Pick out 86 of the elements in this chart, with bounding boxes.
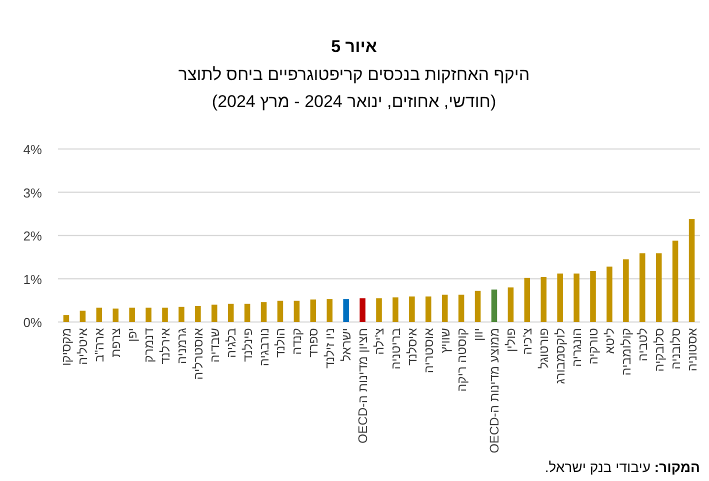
- x-tick-label: אסטוניה: [685, 328, 700, 372]
- x-tick-label: קוסטה ריקה: [454, 328, 469, 392]
- y-tick-label: 3%: [23, 185, 42, 200]
- bar: [426, 296, 432, 322]
- bar: [442, 294, 448, 322]
- bar: [508, 287, 514, 322]
- x-tick-label: הולנד: [274, 328, 288, 358]
- bar: [244, 304, 250, 322]
- x-tick-label: ניו זילנד: [323, 328, 338, 369]
- bar: [656, 253, 662, 322]
- bar: [212, 304, 218, 322]
- bar: [409, 296, 415, 322]
- bar: [162, 308, 168, 322]
- bar: [474, 290, 481, 322]
- text: המקור: עיבודי בנק ישראל.: [544, 459, 700, 475]
- y-tick-label: 1%: [23, 272, 42, 287]
- bar: [623, 259, 629, 322]
- chart-subtitle: היקף האחזקות בנכסים קריפטוגרפיים ביחס לתוצר (חודשי, אחוזים, ינואר 2024 - מרץ 2024): [178, 65, 530, 111]
- x-tick-label: דנמרק: [142, 328, 156, 362]
- bar: [80, 310, 86, 322]
- bar: [574, 274, 580, 322]
- bar: [146, 308, 152, 322]
- bar: [392, 297, 398, 322]
- bar: [606, 266, 612, 322]
- bar: [557, 274, 563, 322]
- x-tick-label: הונגריה: [570, 328, 584, 367]
- x-tick-label: פולין: [504, 328, 518, 352]
- chart-title: איור 5: [331, 37, 378, 56]
- x-tick-label: פורטוגל: [537, 328, 552, 369]
- bar: [360, 298, 366, 322]
- x-tick-label: צרפת: [109, 328, 124, 358]
- x-tick-label: סלובקיה: [652, 328, 666, 372]
- bar: [590, 270, 596, 322]
- x-tick-label: קולומביה: [619, 328, 634, 376]
- x-tick-label: ממוצע מדינות ה-OECD: [488, 328, 502, 454]
- bar: [63, 315, 70, 322]
- x-tick-label: אירלנד: [158, 328, 172, 364]
- bar: [178, 306, 184, 322]
- y-tick-label: 4%: [23, 142, 42, 157]
- x-tick-label: קנדה: [290, 328, 304, 355]
- x-tick-label: ליטא: [602, 328, 617, 354]
- bar: [672, 240, 678, 322]
- bar: [640, 253, 646, 322]
- x-tick-label: נורבגיה: [257, 328, 272, 366]
- y-tick-label: 2%: [23, 228, 42, 244]
- x-tick-label: פינלנד: [240, 328, 255, 362]
- bar: [326, 299, 332, 322]
- x-tick-label: מקסיקו: [60, 328, 74, 366]
- x-tick-label: ספרד: [306, 328, 321, 358]
- x-tick-label: יפן: [126, 328, 140, 342]
- x-tick-label: טורקיה: [586, 328, 600, 364]
- x-tick-label: ישראל: [340, 328, 354, 362]
- bar: [112, 308, 118, 322]
- bar: [343, 299, 349, 322]
- x-tick-label: איסלנד: [405, 328, 420, 366]
- bar: [260, 302, 267, 322]
- x-tick-label: בלגיה: [224, 327, 238, 358]
- bar: [228, 304, 234, 322]
- x-tick-label: בריטניה: [388, 327, 403, 370]
- bar: [540, 277, 546, 322]
- bar: [524, 278, 530, 322]
- x-tick-label: לוקסמבורג: [554, 328, 568, 384]
- x-tick-label: איטליה: [76, 328, 90, 365]
- x-tick-label: יוון: [471, 328, 486, 341]
- bar: [491, 290, 498, 322]
- bar: [294, 300, 300, 322]
- x-tick-label: חציון מדינות ה-OECD: [356, 328, 370, 444]
- bar: [458, 294, 464, 322]
- x-tick-label: לטביה: [636, 328, 650, 362]
- bar: [195, 306, 201, 322]
- x-tick-label: צ'כיה: [520, 328, 535, 355]
- y-tick-label: 0%: [23, 315, 42, 330]
- bar: [129, 308, 135, 322]
- bar: [310, 300, 316, 322]
- x-tick-label: שבדיה: [208, 328, 222, 362]
- x-tick-label: גרמניה: [174, 328, 189, 364]
- bar: [688, 219, 695, 322]
- x-tick-label: צ'ילה: [372, 328, 386, 355]
- bar: [277, 300, 284, 322]
- bar: [96, 308, 102, 322]
- x-tick-label: ארה"ב: [92, 328, 107, 362]
- bar: [376, 298, 382, 322]
- x-tick-label: סלובניה: [668, 328, 683, 370]
- x-tick-label: שוויץ: [438, 328, 452, 354]
- x-tick-label: אוסטרליה: [191, 328, 206, 380]
- x-tick-label: אוסטריה: [422, 328, 436, 374]
